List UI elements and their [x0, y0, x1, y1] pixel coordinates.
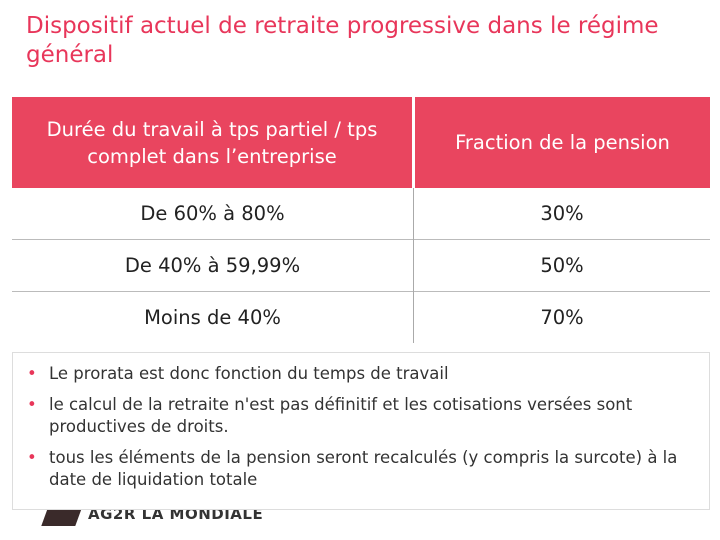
- header-row: Durée du travail à tps partiel / tps com…: [12, 97, 710, 188]
- slide-title: Dispositif actuel de retraite progressiv…: [26, 13, 659, 68]
- cell: 70%: [413, 291, 710, 343]
- row: De 60% à 80% 30%: [12, 188, 710, 240]
- bullet: •: [27, 395, 37, 414]
- notes-box: • Le prorata est donc fonction du temps d…: [12, 352, 710, 510]
- bullet-text: Le prorata est donc fonction du temps de…: [49, 364, 449, 383]
- cell: 30%: [540, 202, 584, 225]
- bullet-item: • le calcul de la retraite n'est pas défi…: [27, 394, 689, 438]
- cell: De 40% à 59,99%: [12, 239, 414, 292]
- bullet-item: • tous les éléments de la pension seront …: [27, 447, 689, 491]
- cell: Moins de 40%: [12, 291, 414, 343]
- bullet-item: • Le prorata est donc fonction du temps d…: [27, 363, 689, 385]
- bullet-text: tous les éléments de la pension seront r…: [49, 448, 678, 489]
- header-cell: Durée du travail à tps partiel / tps com…: [12, 97, 415, 188]
- row: De 40% à 59,99% 50%: [12, 239, 710, 292]
- bullet: •: [27, 364, 37, 383]
- row: Moins de 40% 70%: [12, 291, 710, 343]
- bullet-text: le calcul de la retraite n'est pas défin…: [49, 395, 633, 436]
- bullet: •: [27, 448, 37, 467]
- pension-table: Durée du travail à tps partiel / tps com…: [12, 97, 710, 343]
- header-cell: Fraction de la pension: [413, 97, 710, 188]
- cell: 50%: [413, 239, 710, 292]
- cell: De 60% à 80%: [12, 188, 414, 240]
